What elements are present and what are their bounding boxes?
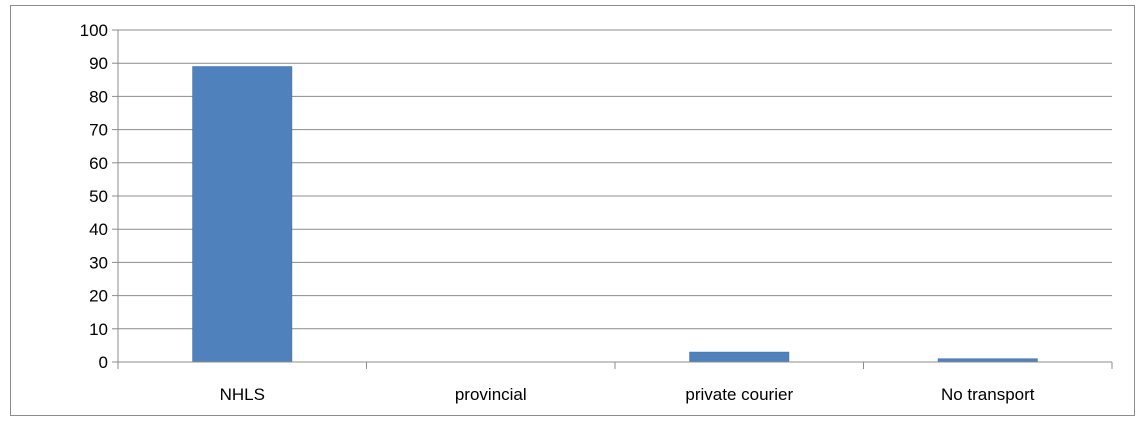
y-tick-label: 30 [89, 253, 108, 272]
x-category-label: provincial [455, 385, 527, 404]
tick-labels: 0 10 20 30 40 50 60 70 80 90 100 NHLS provincial priv… [80, 21, 1035, 404]
y-tick-label: 20 [89, 287, 108, 306]
y-tick-label: 100 [80, 21, 108, 40]
y-tick-label: 10 [89, 320, 108, 339]
bar-nhls [192, 66, 293, 363]
axes [112, 29, 1113, 369]
x-category-label: No transport [941, 385, 1035, 404]
y-tick-label: 50 [89, 187, 108, 206]
bar-private-courier [689, 351, 790, 363]
y-tick-label: 80 [89, 87, 108, 106]
bars [192, 66, 1038, 363]
x-category-label: NHLS [220, 385, 265, 404]
y-tick-label: 90 [89, 54, 108, 73]
x-category-label: private courier [685, 385, 793, 404]
y-tick-label: 60 [89, 154, 108, 173]
y-tick-label: 40 [89, 220, 108, 239]
y-tick-label: 0 [99, 353, 108, 372]
y-tick-label: 70 [89, 121, 108, 140]
